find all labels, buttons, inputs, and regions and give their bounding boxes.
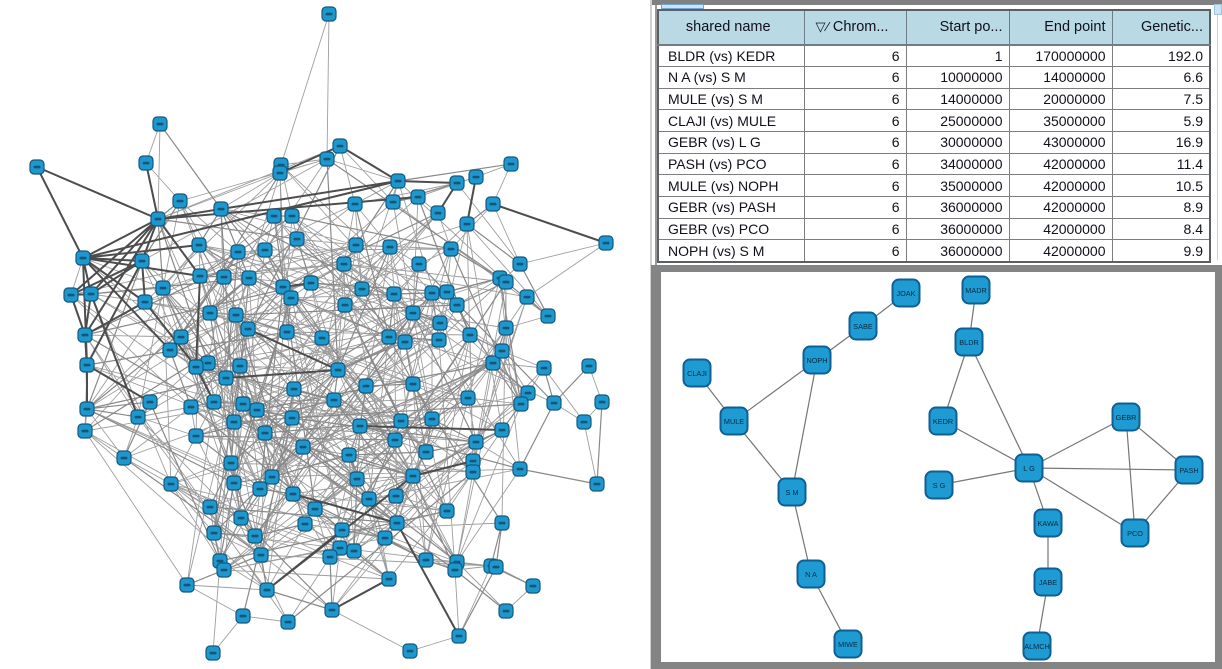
svg-text:KAWA: KAWA xyxy=(1038,519,1059,528)
svg-text:S G: S G xyxy=(933,481,946,490)
svg-text:NOPH: NOPH xyxy=(806,356,827,365)
svg-text:PASH: PASH xyxy=(1179,466,1198,475)
svg-text:ALMCH: ALMCH xyxy=(1024,642,1050,651)
svg-text:MADR: MADR xyxy=(965,286,987,295)
svg-text:CLAJI: CLAJI xyxy=(687,369,707,378)
svg-text:S M: S M xyxy=(786,488,799,497)
svg-text:L G: L G xyxy=(1023,464,1035,473)
svg-text:SABE: SABE xyxy=(853,322,873,331)
svg-text:JOAK: JOAK xyxy=(896,289,915,298)
svg-text:MIWE: MIWE xyxy=(838,640,858,649)
svg-text:GEBR: GEBR xyxy=(1116,413,1137,422)
svg-text:JABE: JABE xyxy=(1039,578,1057,587)
svg-text:MULE: MULE xyxy=(724,417,744,426)
svg-text:PCO: PCO xyxy=(1127,529,1143,538)
svg-text:N A: N A xyxy=(805,570,817,579)
svg-text:KEDR: KEDR xyxy=(933,417,953,426)
svg-text:BLDR: BLDR xyxy=(959,338,978,347)
